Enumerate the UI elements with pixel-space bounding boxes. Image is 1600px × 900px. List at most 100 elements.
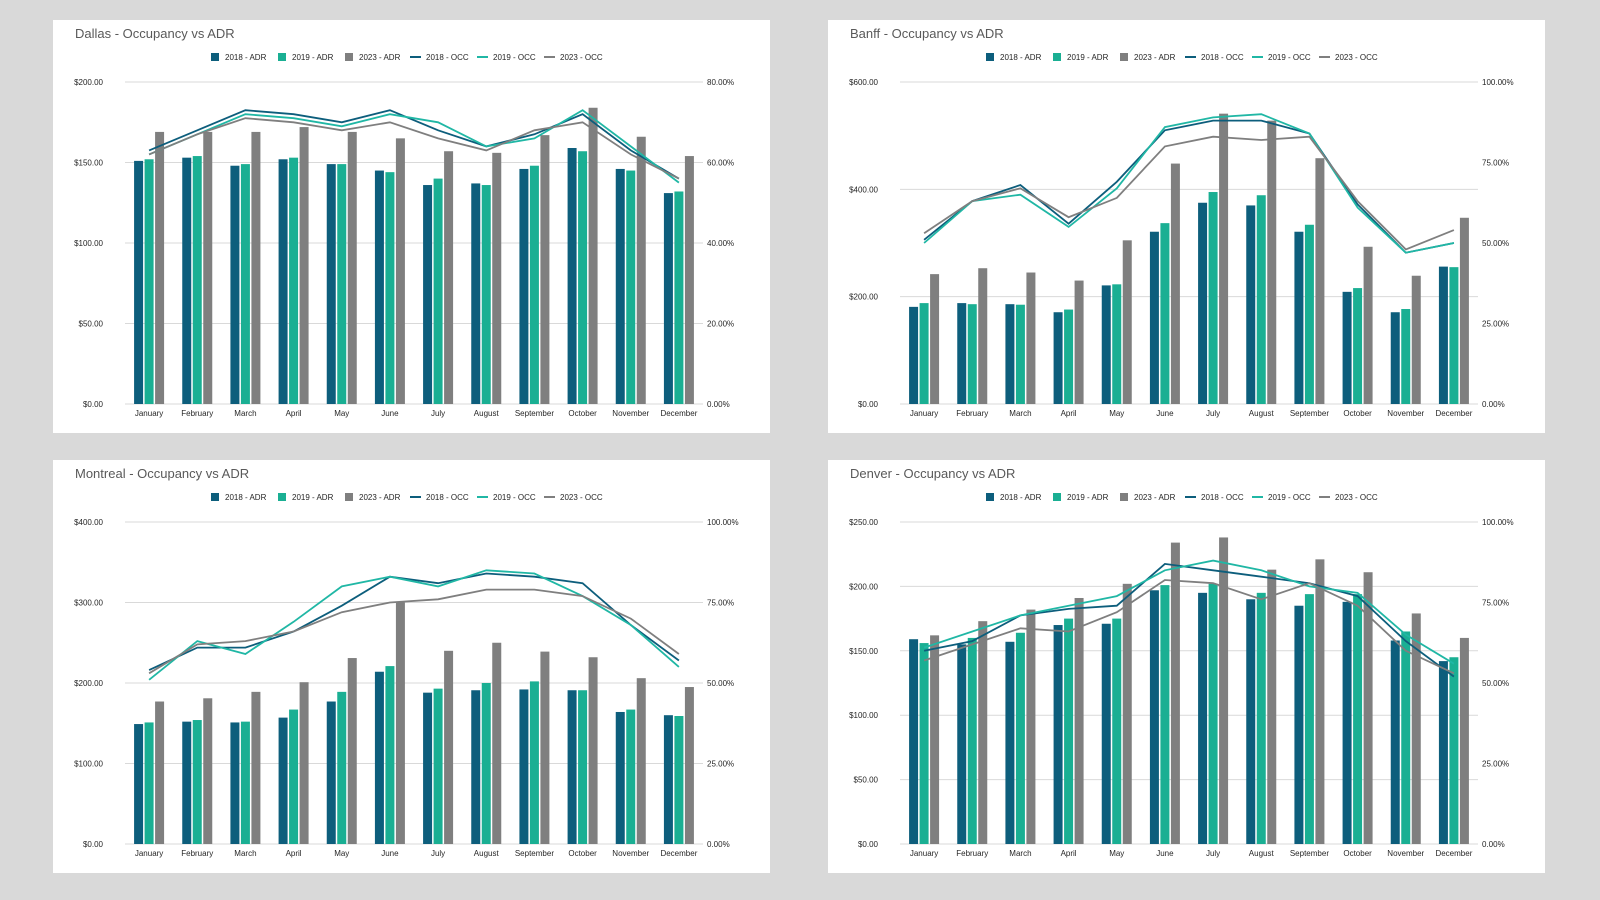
series-line [923,119,1455,254]
bar [1294,231,1304,404]
y2-tick-label: 0.00% [1482,400,1505,409]
combo-chart: $0.00 $100.00 $200.00 $300.00 $400.00 0.00% 25… [74,493,739,858]
y-tick-label: $50.00 [854,776,879,785]
bar [1170,542,1180,844]
legend-swatch [1120,53,1128,61]
bar [1005,304,1015,404]
bar [1208,192,1218,404]
legend-swatch [986,493,994,501]
bar [1411,275,1421,404]
series-line [923,135,1455,251]
bar [1363,246,1373,404]
bar [684,156,694,404]
bar [1267,569,1277,844]
bar [636,678,646,844]
bar [337,164,347,404]
bar [1160,223,1170,404]
bar [251,131,261,404]
bar [326,701,336,844]
bar [1256,195,1266,404]
legend-label: 2019 - ADR [292,493,334,502]
y2-tick-label: 25.00% [1482,760,1509,769]
legend-label: 2023 - OCC [1335,493,1378,502]
bar [444,151,454,404]
bar [588,107,598,404]
legend-label: 2023 - OCC [560,493,603,502]
legend-label: 2019 - OCC [493,53,536,62]
bar [636,136,646,404]
legend-swatch [211,53,219,61]
y2-tick-label: 50.00% [1482,679,1509,688]
bar [278,159,288,404]
bar [1064,618,1074,844]
y2-tick-label: 100.00% [1482,518,1514,527]
legend-swatch [278,493,286,501]
x-tick-label: October [568,409,597,418]
bar [203,131,213,404]
bar [1064,309,1074,404]
x-tick-label: October [568,849,597,858]
y-tick-label: $50.00 [79,320,104,329]
legend-swatch [345,53,353,61]
bar [134,724,144,844]
y-tick-label: $400.00 [74,518,103,527]
bar [374,170,384,404]
bar [1342,291,1352,404]
x-tick-label: January [910,409,938,418]
bar [240,721,250,844]
bar [1353,594,1363,844]
bar [385,666,395,844]
x-tick-label: June [381,849,399,858]
bar [230,165,240,404]
series-line [923,559,1455,665]
bar [492,642,502,844]
y2-tick-label: 0.00% [707,840,730,849]
bar [337,691,347,844]
bar [385,172,395,404]
bar [423,185,433,404]
x-tick-label: March [234,409,256,418]
y-tick-label: $0.00 [858,400,879,409]
bar [1294,605,1304,844]
x-tick-label: April [286,409,302,418]
y-tick-label: $150.00 [74,159,103,168]
bar [957,644,967,844]
bar [1026,272,1036,404]
bar [1149,590,1159,844]
bar [1160,585,1170,844]
bar [1015,632,1025,844]
bar [1363,572,1373,844]
legend-label: 2018 - ADR [225,493,267,502]
bar [1198,592,1208,844]
bar [684,687,694,844]
x-tick-label: May [334,849,349,858]
bar [540,135,550,404]
x-tick-label: February [956,409,988,418]
x-tick-label: September [515,849,554,858]
bar [1208,583,1218,844]
bar [347,131,357,404]
bar [240,164,250,404]
y2-tick-label: 75.00% [707,599,734,608]
y2-tick-label: 50.00% [707,679,734,688]
x-tick-label: February [181,849,213,858]
x-tick-label: September [1290,849,1329,858]
bar [1315,559,1325,844]
bar [1390,312,1400,404]
bar [578,690,588,844]
legend-label: 2019 - OCC [1268,493,1311,502]
bar [492,152,502,404]
x-tick-label: March [1009,849,1031,858]
bar [1256,592,1266,844]
x-tick-label: December [1435,849,1472,858]
bar [519,168,529,404]
x-tick-label: July [1206,849,1220,858]
legend-swatch [211,493,219,501]
legend-label: 2023 - ADR [359,53,401,62]
series-line [148,569,680,681]
legend-label: 2023 - OCC [560,53,603,62]
bar [481,683,491,844]
bar [1401,631,1411,844]
bar [674,716,684,844]
bar [1219,537,1229,844]
